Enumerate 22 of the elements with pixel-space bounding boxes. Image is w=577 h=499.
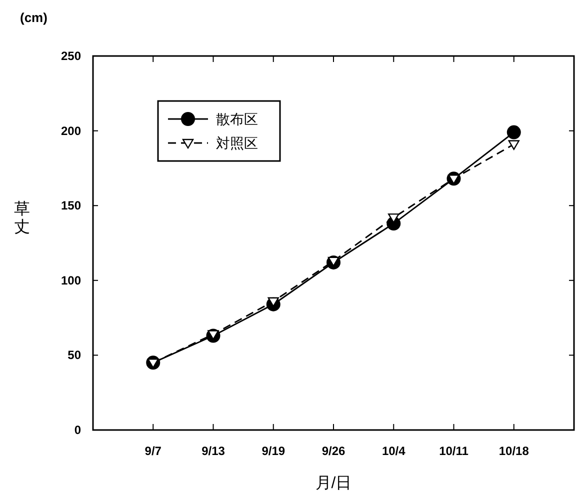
point (508, 140, 520, 150)
y-tick-label: 150 (60, 198, 82, 213)
legend-label: 散布区 (216, 111, 258, 127)
x-tick-label: 10/11 (439, 444, 469, 458)
y-tick-label: 50 (68, 348, 82, 362)
x-tick-label: 10/4 (382, 444, 406, 458)
x-tick-label: 9/19 (262, 444, 286, 458)
x-tick-label: 9/26 (322, 444, 346, 458)
text: (cm) (20, 10, 48, 25)
x-tick-label: 10/18 (498, 444, 530, 458)
y-axis-title: 草丈 (14, 200, 30, 236)
point (268, 297, 279, 307)
x-tick-label: 9/7 (144, 444, 162, 458)
y-tick-label: 200 (60, 124, 82, 138)
y-tick-label: 0 (74, 423, 82, 437)
point (208, 330, 219, 340)
point (506, 125, 521, 140)
legend-label: 対照区 (216, 135, 258, 151)
y-tick-label: 100 (60, 273, 82, 288)
x-tick-label: 9/13 (202, 444, 226, 458)
x-axis-title: 月/日 (315, 475, 352, 492)
y-tick-label: 250 (60, 49, 82, 63)
